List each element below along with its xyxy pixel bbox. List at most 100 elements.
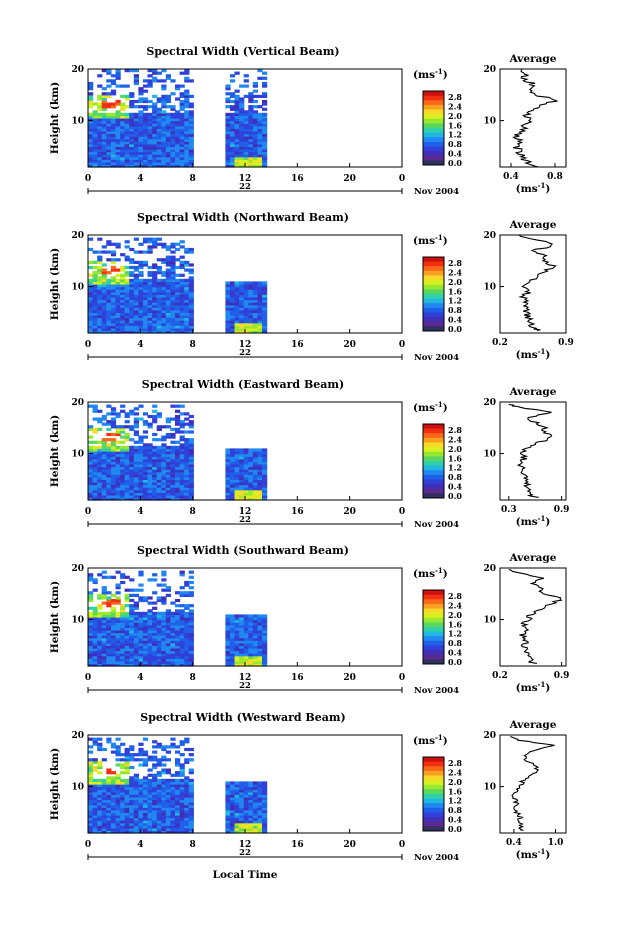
heatmap-cell: [101, 130, 107, 135]
heatmap-cell: [257, 141, 263, 145]
heatmap-cell: [179, 820, 185, 824]
heatmap-cell: [175, 660, 181, 664]
heatmap-cell: [230, 453, 236, 457]
heatmap-cell: [161, 660, 167, 664]
heatmap-cell: [161, 123, 167, 127]
heatmap-cell: [230, 642, 236, 646]
heatmap-cell: [243, 463, 249, 468]
heatmap-cell: [138, 781, 144, 785]
heatmap-cell: [129, 304, 135, 308]
heatmap-cell: [175, 786, 181, 790]
heatmap-cell: [161, 453, 167, 457]
heatmap-cell: [262, 299, 268, 303]
heatmap-cell: [147, 637, 153, 641]
heatmap-cell: [115, 814, 121, 819]
heatmap-cell: [110, 575, 117, 579]
heatmap-cell: [184, 822, 190, 826]
heatmap-cell: [88, 453, 94, 457]
heatmap-cell: [92, 794, 98, 798]
heatmap-cell: [101, 97, 107, 101]
heatmap-cell: [161, 151, 167, 155]
heatmap-cell: [88, 758, 94, 762]
heatmap-cell: [97, 448, 103, 452]
heatmap-cell: [133, 237, 139, 241]
heatmap-cell: [179, 94, 185, 98]
heatmap-cell: [262, 624, 268, 628]
heatmap-cell: [248, 466, 254, 470]
heatmap-cell: [129, 307, 135, 311]
heatmap-cell: [106, 799, 112, 803]
heatmap-cell: [175, 604, 181, 608]
profile-y-tick-label: 20: [483, 65, 496, 75]
heatmap-cell: [129, 825, 135, 829]
heatmap-cell: [106, 146, 112, 150]
heatmap-cell: [106, 789, 112, 793]
heatmap-cell: [106, 778, 112, 782]
heatmap-cell: [92, 128, 98, 132]
heatmap-cell: [101, 273, 107, 277]
heatmap-cell: [142, 642, 149, 646]
heatmap-cell: [133, 417, 139, 421]
heatmap-cell: [101, 314, 107, 319]
heatmap-cell: [252, 474, 258, 478]
colorbar-unit: (ms-1): [413, 67, 448, 82]
heatmap-cell: [106, 456, 112, 460]
heatmap-cell: [88, 802, 94, 806]
heatmap-cell: [152, 265, 158, 270]
heatmap-cell: [156, 268, 162, 272]
heatmap-cell: [170, 112, 176, 116]
heatmap-cell: [156, 146, 162, 150]
heatmap-cell: [133, 161, 139, 165]
heatmap-cell: [184, 463, 190, 468]
heatmap-cell: [129, 747, 135, 752]
heatmap-cell: [184, 781, 190, 785]
heatmap-cell: [262, 479, 268, 483]
heatmap-cell: [106, 128, 112, 132]
heatmap-cell: [110, 640, 117, 644]
heatmap-cell: [175, 598, 181, 603]
x-tick-label: 20: [343, 174, 356, 184]
heatmap-cell: [156, 99, 162, 104]
heatmap-cell: [152, 296, 158, 301]
heatmap-cell: [257, 484, 263, 488]
heatmap-cell: [156, 796, 162, 801]
heatmap-cell: [184, 791, 190, 795]
heatmap-cell: [165, 284, 171, 288]
heatmap-cell: [142, 484, 149, 488]
heatmap-cell: [243, 110, 249, 114]
heatmap-cell: [234, 102, 240, 106]
heatmap-cell: [175, 427, 181, 431]
heatmap-cell: [88, 307, 94, 311]
heatmap-cell: [248, 481, 254, 486]
heatmap-cell: [138, 417, 144, 421]
heatmap-cell: [152, 304, 158, 308]
heatmap-cell: [142, 322, 149, 326]
heatmap-cell: [115, 497, 121, 501]
heatmap-cell: [129, 791, 135, 795]
heatmap-cell: [115, 809, 121, 813]
heatmap-cell: [110, 614, 117, 618]
heatmap-cell: [133, 123, 139, 127]
heatmap-cell: [252, 471, 258, 475]
heatmap-cell: [110, 322, 117, 326]
heatmap-cell: [243, 115, 249, 119]
heatmap-cell: [138, 660, 144, 664]
heatmap-cell: [97, 284, 103, 288]
heatmap-cell: [138, 317, 144, 321]
heatmap-cell: [142, 489, 149, 493]
heatmap-cell: [92, 494, 98, 498]
heatmap-cell: [170, 745, 176, 749]
heatmap-cell: [106, 802, 112, 806]
heatmap-cell: [248, 781, 254, 785]
heatmap-cell: [225, 492, 231, 496]
heatmap-cell: [88, 658, 94, 662]
heatmap-cell: [110, 133, 117, 137]
heatmap-cell: [262, 802, 268, 806]
heatmap-cell: [142, 789, 149, 793]
heatmap-cell: [239, 125, 245, 129]
heatmap-cell: [97, 309, 103, 313]
heatmap-cell: [106, 830, 112, 834]
heatmap-cell: [133, 789, 139, 793]
heatmap-cell: [120, 469, 126, 473]
heatmap-cell: [138, 627, 144, 631]
